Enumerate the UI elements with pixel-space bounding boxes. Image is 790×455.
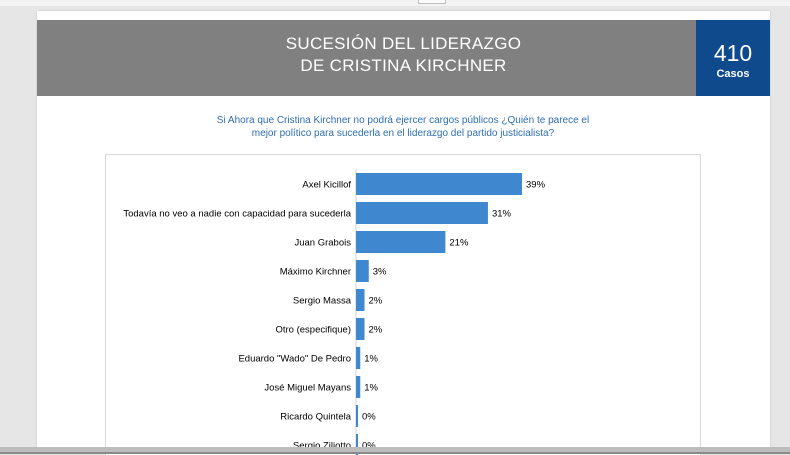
top-toolbar-strip — [0, 0, 790, 6]
title-line-2: DE CRISTINA KIRCHNER — [300, 56, 507, 75]
bar — [356, 289, 365, 311]
bottom-status-bar-edge — [0, 452, 790, 454]
cases-number: 410 — [713, 40, 753, 66]
report-slide: SUCESIÓN DEL LIDERAZGO DE CRISTINA KIRCH… — [37, 11, 770, 455]
data-label: 3% — [373, 267, 387, 278]
category-label: Máximo Kirchner — [280, 267, 351, 278]
bar — [356, 173, 522, 195]
data-label: 1% — [364, 383, 378, 394]
category-label: Sergio Ziliotto — [293, 441, 351, 452]
cases-label: Casos — [716, 68, 750, 80]
category-label: Ricardo Quintela — [280, 412, 351, 423]
bar-chart: Axel Kicillof 39% Todavía no veo a nadie c… — [123, 169, 546, 455]
question-line-2: mejor político para sucederla en el lide… — [251, 128, 555, 139]
category-label: Juan Grabois — [294, 238, 351, 249]
slide-header: SUCESIÓN DEL LIDERAZGO DE CRISTINA KIRCH… — [37, 20, 770, 96]
category-label: José Miguel Mayans — [264, 383, 351, 394]
bar — [356, 202, 488, 224]
data-label: 31% — [492, 209, 512, 220]
cases-badge: 410 Casos — [696, 20, 770, 96]
category-label: Sergio Massa — [293, 296, 352, 307]
bottom-status-bar — [0, 447, 790, 454]
data-label: 39% — [526, 180, 546, 191]
data-label: 1% — [364, 354, 378, 365]
category-label: Axel Kicillof — [302, 180, 351, 191]
slide-title: SUCESIÓN DEL LIDERAZGO DE CRISTINA KIRCH… — [37, 33, 770, 77]
bar — [356, 318, 365, 340]
bar — [356, 231, 446, 253]
bar — [356, 434, 358, 455]
category-label: Todavía no veo a nadie con capacidad par… — [123, 209, 351, 220]
data-label: 0% — [362, 441, 376, 452]
data-label: 0% — [362, 412, 376, 423]
bar — [356, 405, 358, 427]
data-label: 2% — [369, 325, 383, 336]
data-label: 21% — [449, 238, 469, 249]
bar — [356, 260, 369, 282]
survey-question: Si Ahora que Cristina Kirchner no podrá … — [187, 114, 619, 140]
question-line-1: Si Ahora que Cristina Kirchner no podrá … — [216, 115, 590, 126]
bar — [356, 347, 361, 369]
top-tab-handle[interactable] — [418, 0, 446, 4]
data-label: 2% — [369, 296, 383, 307]
chart-frame: Axel Kicillof 39% Todavía no veo a nadie c… — [105, 154, 701, 455]
bar — [356, 376, 361, 398]
title-line-1: SUCESIÓN DEL LIDERAZGO — [285, 34, 522, 53]
category-label: Otro (especifique) — [275, 325, 351, 336]
category-label: Eduardo "Wado" De Pedro — [238, 354, 351, 365]
